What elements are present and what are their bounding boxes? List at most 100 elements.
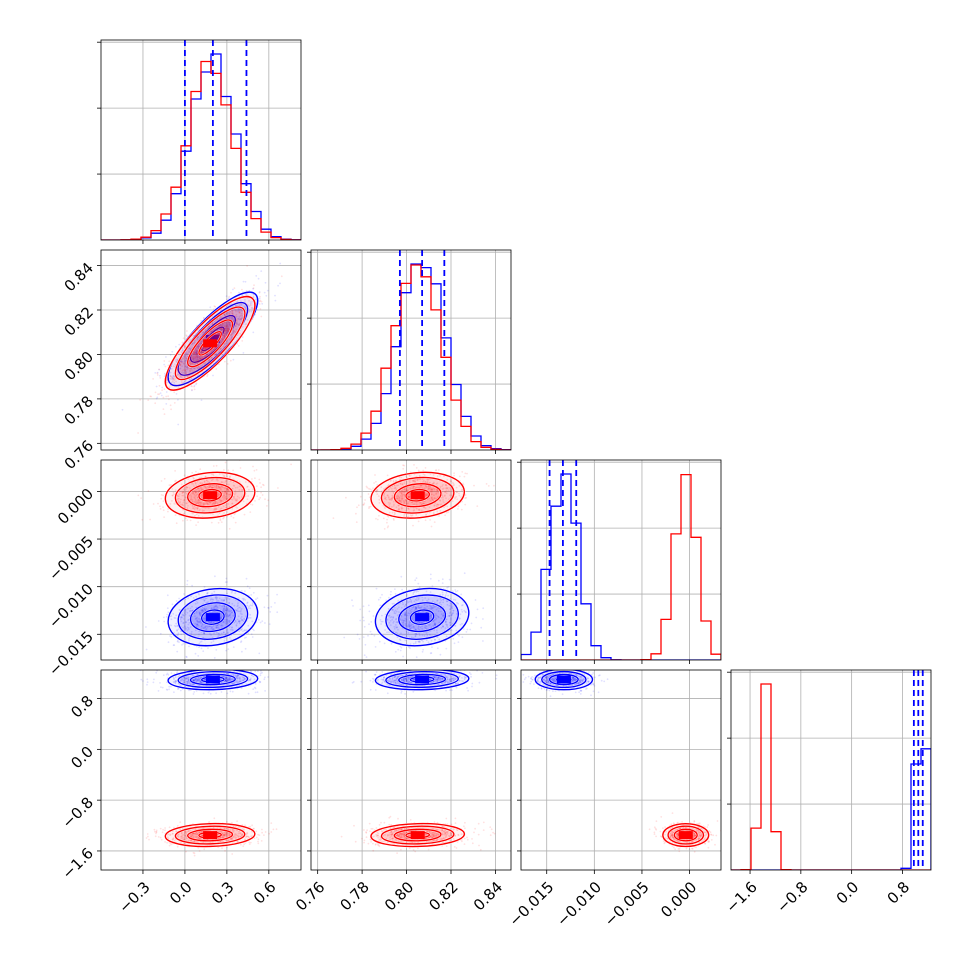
blue-sample-point: [431, 607, 434, 610]
blue-sample-point: [374, 646, 377, 648]
blue-sample-point: [392, 616, 395, 618]
blue-sample-point: [423, 607, 425, 609]
red-sample-point: [194, 498, 197, 501]
red-sample-point: [211, 486, 214, 489]
blue-sample-point: [423, 604, 426, 606]
red-sample-point: [252, 465, 254, 468]
red-sample-point: [244, 481, 247, 483]
red-sample-point: [182, 369, 185, 371]
red-sample-point: [419, 478, 421, 481]
red-sample-point: [398, 507, 400, 510]
blue-sample-point: [395, 626, 397, 628]
red-sample-point: [398, 496, 401, 499]
red-sample-point: [202, 317, 205, 319]
blue-sample-point: [375, 587, 378, 590]
blue-sample-point: [226, 621, 229, 623]
red-sample-point: [231, 498, 234, 501]
blue-sample-point: [183, 363, 186, 365]
red-sample-point: [397, 504, 400, 507]
blue-sample-point: [392, 616, 395, 619]
blue-sample-point: [409, 621, 412, 624]
red-sample-point: [203, 480, 206, 483]
red-sample-point: [258, 303, 261, 305]
blue-sample-point: [186, 629, 189, 632]
blue-sample-point: [187, 676, 190, 679]
blue-sample-point: [200, 640, 203, 643]
blue-sample-point: [232, 673, 235, 676]
red-sample-point: [193, 351, 196, 354]
blue-sample-point: [249, 604, 252, 607]
blue-sample-point: [412, 625, 415, 628]
blue-sample-point: [409, 647, 411, 649]
blue-sample-point: [243, 597, 245, 600]
blue-sample-point: [242, 676, 244, 679]
red-sample-point: [227, 330, 230, 332]
blue-sample-point: [448, 578, 451, 581]
red-sample-point: [217, 486, 220, 488]
red-sample-point: [232, 484, 235, 487]
blue-sample-point: [191, 674, 194, 677]
blue-sample-point: [389, 620, 392, 622]
blue-sample-point: [426, 605, 429, 608]
red-sample-point: [258, 291, 261, 294]
red-sample-point: [198, 501, 201, 504]
blue-sample-point: [408, 612, 411, 615]
blue-sample-point: [407, 612, 410, 614]
blue-sample-point: [206, 592, 209, 594]
red-sample-point: [258, 478, 261, 481]
blue-sample-point: [388, 631, 390, 633]
blue-sample-point: [230, 591, 233, 594]
blue-sample-point: [231, 682, 234, 685]
blue-sample-point: [226, 613, 229, 616]
blue-sample-point: [196, 620, 198, 622]
blue-sample-point: [215, 597, 218, 600]
red-sample-point: [409, 514, 412, 517]
blue-sample-point: [404, 614, 406, 617]
red-sample-point: [238, 497, 241, 499]
red-sample-point: [195, 513, 198, 516]
red-sample-point: [383, 528, 386, 530]
blue-sample-point: [452, 609, 455, 612]
blue-sample-point: [225, 312, 228, 314]
red-sample-point: [420, 509, 423, 512]
blue-sample-point: [223, 639, 226, 642]
red-sample-point: [435, 492, 438, 495]
blue-sample-point: [216, 626, 218, 629]
red-sample-point: [225, 504, 228, 506]
blue-sample-point: [418, 639, 421, 642]
blue-sample-point: [429, 633, 431, 636]
red-sample-point: [167, 510, 169, 513]
blue-sample-point: [226, 331, 229, 334]
red-sample-point: [445, 492, 448, 495]
blue-sample-point: [163, 616, 165, 619]
red-sample-point: [213, 348, 216, 351]
blue-sample-point: [370, 633, 373, 636]
blue-sample-point: [155, 671, 158, 674]
blue-sample-point: [417, 625, 420, 628]
blue-sample-point: [182, 372, 185, 374]
red-sample-point: [436, 488, 438, 491]
red-sample-point: [438, 515, 440, 517]
red-sample-point: [195, 350, 198, 352]
blue-sample-point: [402, 622, 404, 624]
blue-sample-point: [177, 632, 180, 635]
blue-sample-point: [195, 595, 198, 598]
red-sample-point: [455, 491, 458, 493]
blue-sample-point: [250, 633, 253, 635]
red-sample-point: [156, 374, 159, 376]
blue-sample-point: [436, 631, 438, 634]
blue-sample-point: [461, 636, 464, 639]
red-sample-point: [395, 488, 398, 490]
red-sample-point: [152, 378, 155, 380]
red-sample-point: [225, 480, 228, 482]
blue-sample-point: [191, 357, 194, 359]
red-sample-point: [431, 497, 433, 500]
blue-sample-point: [184, 612, 186, 614]
red-sample-point: [485, 483, 488, 485]
blue-sample-point: [200, 681, 203, 684]
blue-sample-point: [180, 633, 183, 636]
blue-sample-point: [186, 368, 189, 371]
red-sample-point: [197, 507, 199, 509]
blue-sample-point: [434, 618, 437, 621]
red-sample-point: [442, 484, 444, 486]
